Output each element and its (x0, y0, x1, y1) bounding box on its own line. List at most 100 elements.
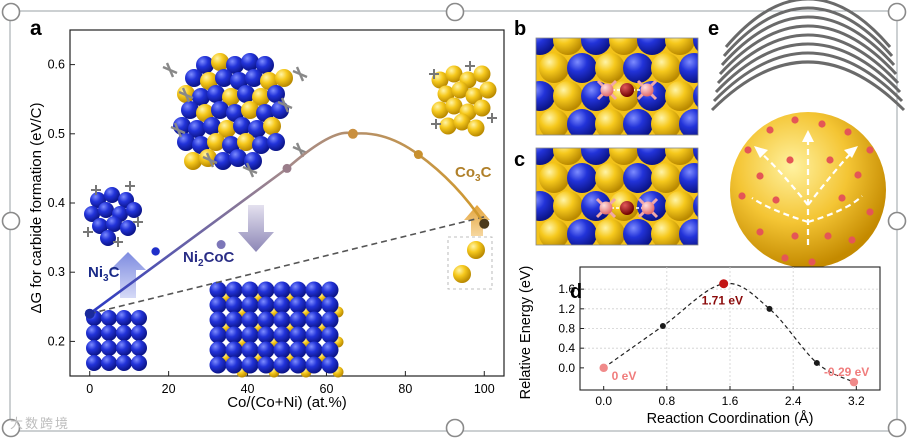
ni-atom (637, 38, 667, 55)
panel-label-b: b (514, 18, 526, 40)
co-atom (651, 53, 681, 83)
data-point (282, 163, 292, 173)
ni-atom (86, 325, 102, 341)
carbon-dot (772, 196, 780, 204)
ni-atom (289, 281, 307, 299)
ni-atom (209, 296, 227, 314)
ni-atom (567, 109, 597, 135)
x-tick-label: 2.4 (785, 394, 802, 408)
ni-atom (84, 206, 100, 222)
ni-atom (209, 356, 227, 374)
ni-atom (116, 340, 132, 356)
data-point (347, 128, 358, 139)
ni-atom (693, 148, 698, 162)
plot-d-axes: 0.0 0.8 1.6 2.4 3.2 0.0 0.4 0.8 1.2 1.6 (558, 282, 865, 408)
co-atom (263, 117, 281, 135)
trend-line (89, 216, 485, 315)
annotation-neg-0-29ev: -0.29 eV (824, 365, 869, 379)
resize-handle-bm[interactable] (445, 418, 465, 438)
co-atom (252, 88, 270, 106)
ni-atom (693, 194, 698, 218)
ni-atom (214, 152, 232, 170)
ni-atom (321, 296, 339, 314)
ni-atom (225, 296, 243, 314)
ni-atom (289, 341, 307, 359)
trend-dashed-line (89, 216, 485, 315)
co-atom (665, 38, 695, 55)
label-ni2coc: Ni2CoC (183, 249, 235, 269)
carbon-atom (599, 201, 613, 215)
ni-atom (106, 216, 122, 232)
ni-atom (101, 325, 117, 341)
co-atom (467, 119, 485, 137)
carbon-atoms-dots (738, 116, 874, 266)
ni-atom (188, 120, 206, 138)
carbon-dot (838, 194, 846, 202)
ni-atom (241, 53, 259, 71)
ni-atom (86, 355, 102, 371)
resize-handle-bl[interactable] (1, 418, 21, 438)
ni-atom (321, 281, 339, 299)
ni-atom (536, 191, 555, 221)
annotation-0ev: 0 eV (612, 369, 637, 383)
down-arrow-icon (238, 205, 274, 252)
ni2coc-cluster-image (162, 53, 308, 178)
reaction-point (766, 305, 773, 312)
ni-atom (241, 326, 259, 344)
ni-atom (289, 356, 307, 374)
ni-atom (267, 133, 285, 151)
co-atom (553, 81, 583, 111)
x-tick-label: 0.8 (658, 394, 675, 408)
ni-atom (305, 356, 323, 374)
ni-atom (131, 355, 147, 371)
y-tick-label: 0.4 (48, 196, 65, 210)
co-atom (453, 113, 471, 131)
resize-handle-tm[interactable] (445, 2, 465, 22)
carbon-dot (744, 146, 752, 154)
ni-atom (101, 310, 117, 326)
panel-c: c (514, 147, 699, 246)
data-point (479, 218, 490, 229)
ni-atom (256, 56, 274, 74)
ni-atom (116, 325, 132, 341)
y-tick-label: 0.3 (48, 265, 65, 279)
ni-atom (257, 356, 275, 374)
graphene-layer (722, 6, 894, 57)
resize-handle-br[interactable] (887, 418, 907, 438)
ni-atom (207, 85, 225, 103)
co-atom (539, 109, 569, 135)
carbon-atom (600, 83, 614, 97)
resize-handle-tl[interactable] (1, 2, 21, 22)
ni-atom (273, 326, 291, 344)
ni-atom (623, 163, 653, 193)
ni-atom (273, 296, 291, 314)
ni-atom (100, 230, 116, 246)
graphene-layer (710, 60, 906, 112)
y-tick-label: 0.0 (558, 361, 575, 375)
graphene-layer (716, 33, 900, 85)
series-line (88, 131, 486, 315)
graphene-layer (714, 42, 902, 94)
co-atom (609, 38, 639, 55)
plot-a-y-label: ΔG for carbide formation (eV/C) (28, 103, 45, 314)
y-tick-label: 0.8 (558, 322, 575, 336)
ni-atom (623, 53, 653, 83)
ni-atom (116, 310, 132, 326)
x-tick-label: 0 (86, 382, 93, 396)
co-atom (539, 163, 569, 193)
ni-atom (233, 117, 251, 135)
resize-handle-tr[interactable] (887, 2, 907, 22)
ni-atom (225, 281, 243, 299)
ni-atom (679, 53, 698, 83)
x-tick-label: 40 (241, 382, 255, 396)
resize-handle-mr[interactable] (887, 211, 907, 231)
y-tick-label: 0.5 (48, 127, 65, 141)
ni-atom (241, 341, 259, 359)
graphene-layer (712, 51, 904, 103)
carbon-atom (641, 201, 655, 215)
co-atom (595, 53, 625, 83)
ni-atom (185, 69, 203, 87)
resize-handle-ml[interactable] (1, 211, 21, 231)
ni-atom (623, 219, 653, 245)
